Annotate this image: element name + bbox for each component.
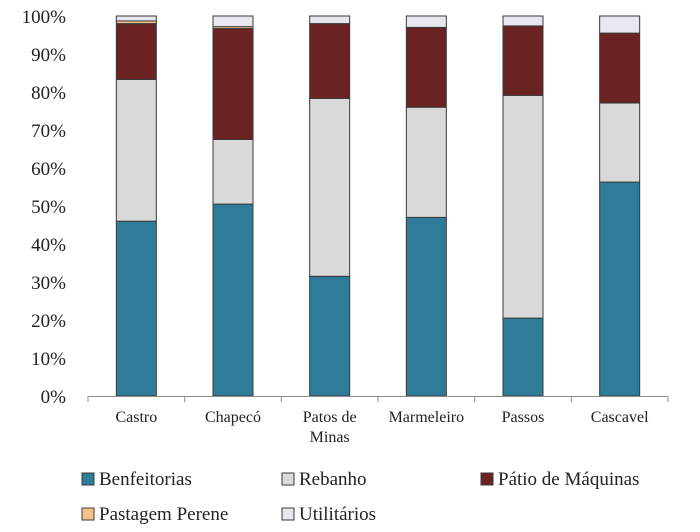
bar-segment: [115, 23, 157, 80]
bar-segment: [309, 23, 351, 99]
legend-label: Utilitários: [299, 504, 376, 525]
bar-segment: [599, 15, 641, 34]
legend-label: Pastagem Perene: [99, 504, 228, 525]
bars: [115, 15, 641, 397]
y-tick-label: 90%: [31, 45, 66, 66]
legend-label: Rebanho: [299, 469, 367, 490]
bar-segment: [212, 139, 254, 205]
y-tick-label: 100%: [22, 7, 67, 28]
bar-segment: [309, 97, 351, 277]
bar-segment: [309, 15, 351, 25]
bar-segment: [212, 15, 254, 28]
y-tick-label: 80%: [31, 83, 66, 104]
y-tick-label: 60%: [31, 159, 66, 180]
bar-segment: [405, 106, 447, 218]
bar-segment: [212, 28, 254, 140]
bar-segment: [502, 25, 544, 96]
x-category-label: Cascavel: [591, 409, 649, 426]
legend-swatch: [81, 472, 95, 486]
y-tick-label: 50%: [31, 197, 66, 218]
bar-segment: [599, 181, 641, 397]
legend-label: Pátio de Máquinas: [498, 469, 639, 490]
bar-segment: [115, 78, 157, 222]
y-tick-label: 40%: [31, 235, 66, 256]
legend-label: Benfeitorias: [99, 469, 192, 490]
bar-segment: [212, 203, 254, 397]
x-category-label: Castro: [115, 409, 157, 426]
bar-segment: [599, 32, 641, 104]
bar-segment: [115, 220, 157, 397]
x-axis: Castro Chapecó Patos de Minas Marmeleiro Pass…: [87, 396, 669, 446]
y-tick-label: 0%: [41, 387, 67, 408]
legend-swatch: [480, 472, 494, 486]
bar-segment: [309, 275, 351, 397]
bar-segment: [405, 216, 447, 397]
bar-segment: [115, 15, 157, 22]
y-tick-label: 70%: [31, 121, 66, 142]
y-tick-label: 20%: [31, 311, 66, 332]
x-category-label: Chapecó: [205, 409, 261, 426]
legend-swatch: [281, 507, 295, 521]
y-axis: 0% 10% 20% 30% 40% 50% 60% 70% 80% 90% 100%: [22, 7, 67, 408]
y-tick-label: 30%: [31, 273, 66, 294]
legend: Benfeitorias Rebanho Pátio de Máquinas Past…: [81, 469, 639, 525]
bar-segment: [502, 317, 544, 397]
x-category-label: Marmeleiro: [389, 409, 465, 426]
bar-segment: [502, 94, 544, 319]
x-category-label: Passos: [502, 409, 545, 426]
legend-swatch: [281, 472, 295, 486]
bar-segment: [405, 15, 447, 28]
bar-segment: [405, 26, 447, 108]
bar-segment: [502, 15, 544, 27]
bar-segment: [599, 102, 641, 183]
y-tick-label: 10%: [31, 349, 66, 370]
x-category-label: Patos de Minas: [303, 409, 357, 446]
legend-swatch: [81, 507, 95, 521]
